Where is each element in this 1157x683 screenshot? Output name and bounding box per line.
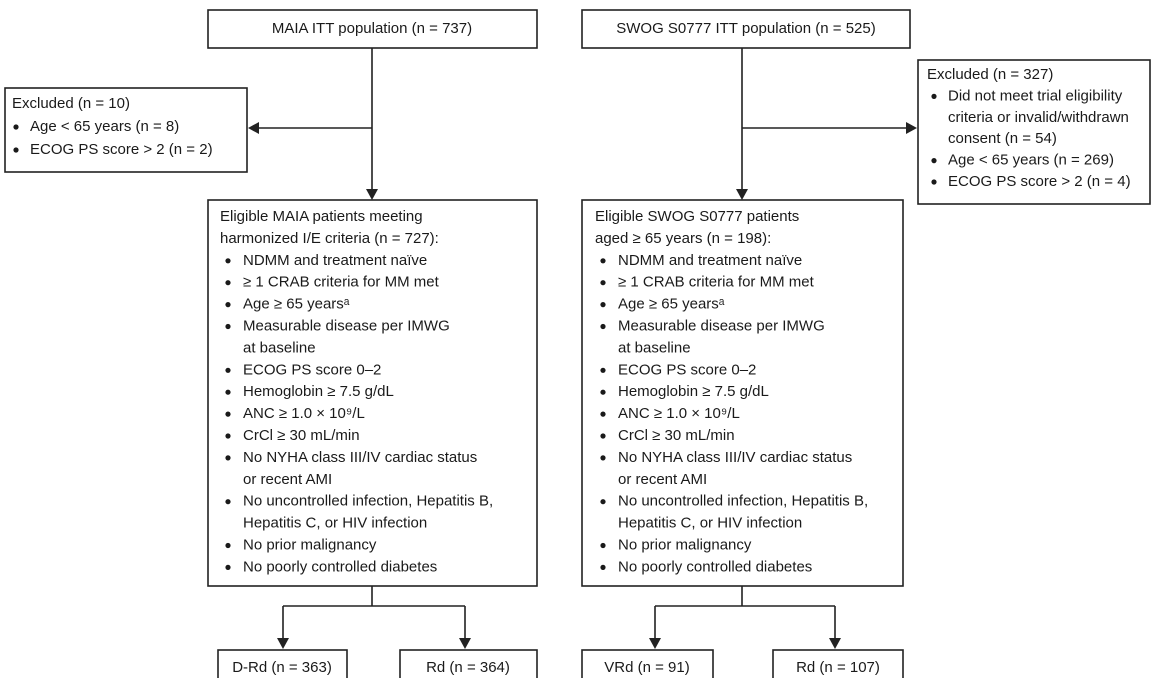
- bullet-item: No poorly controlled diabetes: [618, 558, 812, 575]
- box-heading: Eligible SWOG S0777 patients: [595, 208, 799, 225]
- bullet: [931, 93, 937, 99]
- bullet: [225, 411, 231, 417]
- connector: [654, 586, 836, 641]
- bullet: [600, 564, 606, 571]
- bullet-item: Measurable disease per IMWG: [618, 317, 825, 334]
- arrowhead: [829, 638, 841, 649]
- box: [917, 59, 1151, 205]
- bullet-item: Measurable disease per IMWG: [243, 317, 450, 334]
- bullet-item: ECOG PS score > 2 (n = 4): [948, 173, 1131, 190]
- bullet-item: No prior malignancy: [618, 536, 752, 553]
- bullet: [600, 323, 606, 330]
- box: [207, 199, 538, 587]
- connector: [282, 586, 466, 641]
- box: [581, 199, 904, 587]
- arm-label: Rd (n = 364): [426, 659, 510, 676]
- bullet-item: or recent AMI: [243, 471, 332, 488]
- box-heading: aged ≥ 65 years (n = 198):: [595, 230, 771, 247]
- bullet-item: Age ≥ 65 yearsᵃ: [243, 296, 350, 313]
- bullet: [600, 499, 606, 505]
- box: [207, 9, 538, 49]
- bullet-item: CrCl ≥ 30 mL/min: [243, 427, 360, 444]
- bullet-item: CrCl ≥ 30 mL/min: [618, 427, 735, 444]
- bullet-item: NDMM and treatment naïve: [243, 252, 427, 269]
- bullet: [600, 258, 606, 264]
- bullet-item: No prior malignancy: [243, 536, 377, 553]
- bullet: [225, 433, 231, 439]
- bullet-item: ECOG PS score 0–2: [243, 361, 381, 378]
- bullet: [225, 542, 231, 549]
- bullet: [13, 147, 19, 153]
- bullet: [225, 499, 231, 505]
- box-title: MAIA ITT population (n = 737): [272, 20, 472, 37]
- bullet-item: consent (n = 54): [948, 130, 1057, 147]
- bullet-item: ECOG PS score > 2 (n = 2): [30, 141, 213, 158]
- bullet-item: ANC ≥ 1.0 × 10⁹/L: [618, 405, 740, 422]
- arrowhead: [366, 189, 378, 200]
- bullet-item: Hemoglobin ≥ 7.5 g/dL: [243, 383, 394, 400]
- arm-label: Rd (n = 107): [796, 659, 880, 676]
- bullet-item: Age ≥ 65 yearsᵃ: [618, 296, 725, 313]
- bullet-item: ECOG PS score 0–2: [618, 361, 756, 378]
- bullet: [931, 179, 937, 185]
- bullet-item: No NYHA class III/IV cardiac status: [618, 449, 852, 466]
- bullet: [225, 280, 231, 286]
- bullet-item: ≥ 1 CRAB criteria for MM met: [243, 274, 440, 291]
- bullet: [931, 158, 937, 164]
- bullet-item: at baseline: [243, 339, 316, 356]
- bullet: [225, 455, 231, 461]
- bullet: [600, 411, 606, 417]
- arrowhead: [906, 122, 917, 134]
- bullet: [13, 124, 19, 130]
- bullet: [225, 367, 231, 373]
- bullet: [225, 258, 231, 264]
- box: [581, 9, 911, 49]
- bullet: [600, 302, 606, 308]
- bullet: [600, 542, 606, 549]
- bullet-item: Hepatitis C, or HIV infection: [243, 515, 427, 532]
- bullet: [225, 389, 231, 395]
- bullet-item: NDMM and treatment naïve: [618, 252, 802, 269]
- connectors: [248, 48, 917, 649]
- arrowhead: [736, 189, 748, 200]
- arrowhead: [649, 638, 661, 649]
- bullet-item: ANC ≥ 1.0 × 10⁹/L: [243, 405, 365, 422]
- bullet-item: Age < 65 years (n = 269): [948, 152, 1114, 169]
- bullet: [600, 367, 606, 373]
- bullet: [225, 323, 231, 330]
- bullet-item: Hemoglobin ≥ 7.5 g/dL: [618, 383, 769, 400]
- bullet-item: at baseline: [618, 339, 691, 356]
- bullet: [600, 280, 606, 286]
- box-heading: Excluded (n = 10): [12, 95, 130, 112]
- bullet: [600, 455, 606, 461]
- bullet-item: Hepatitis C, or HIV infection: [618, 515, 802, 532]
- arm-label: VRd (n = 91): [604, 659, 689, 676]
- box-title: SWOG S0777 ITT population (n = 525): [616, 20, 875, 37]
- bullet-item: No uncontrolled infection, Hepatitis B,: [243, 493, 493, 510]
- arrowhead: [459, 638, 471, 649]
- bullet: [225, 302, 231, 308]
- bullet-item: No poorly controlled diabetes: [243, 558, 437, 575]
- bullet: [225, 564, 231, 571]
- bullet-item: or recent AMI: [618, 471, 707, 488]
- bullet-item: No NYHA class III/IV cardiac status: [243, 449, 477, 466]
- bullet-item: ≥ 1 CRAB criteria for MM met: [618, 274, 815, 291]
- arrowhead: [277, 638, 289, 649]
- bullet-item: No uncontrolled infection, Hepatitis B,: [618, 493, 868, 510]
- box-heading: Excluded (n = 327): [927, 66, 1053, 83]
- bullet-item: Age < 65 years (n = 8): [30, 118, 179, 135]
- box: [4, 87, 248, 173]
- bullet-item: criteria or invalid/withdrawn: [948, 109, 1129, 126]
- bullet: [600, 389, 606, 395]
- arrowhead: [248, 122, 259, 134]
- box-heading: Eligible MAIA patients meeting: [220, 208, 423, 225]
- box-heading: harmonized I/E criteria (n = 727):: [220, 230, 439, 247]
- bullet-item: Did not meet trial eligibility: [948, 87, 1123, 104]
- bullet: [600, 433, 606, 439]
- arm-label: D-Rd (n = 363): [232, 659, 332, 676]
